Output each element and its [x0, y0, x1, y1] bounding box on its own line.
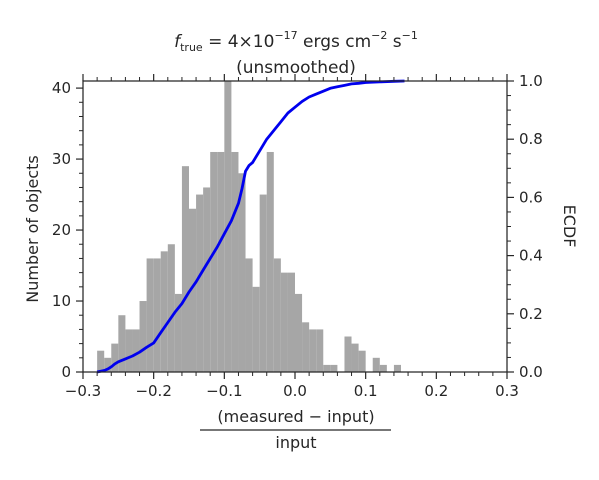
- histogram-bar: [104, 357, 112, 372]
- histogram-bar: [231, 151, 239, 372]
- histogram-bar: [97, 350, 105, 372]
- y-tick-label-left: 10: [52, 292, 71, 310]
- histogram-bar: [132, 329, 140, 372]
- histogram-bar: [344, 336, 352, 372]
- histogram-bar: [111, 343, 119, 372]
- x-tick-label: −0.1: [206, 382, 242, 400]
- y-tick-label-right: 0.4: [519, 247, 543, 265]
- y-tick-label-right: 0.0: [519, 363, 543, 381]
- y-tick-label-left: 30: [52, 150, 71, 168]
- histogram-bar: [266, 151, 274, 372]
- histogram-bar: [323, 364, 331, 372]
- histogram-bar: [393, 364, 401, 372]
- ecdf-line: [96, 79, 405, 374]
- y-tick-label-left: 40: [52, 79, 71, 97]
- histogram-bar: [379, 364, 387, 372]
- chart-subtitle: (unsmoothed): [236, 58, 356, 78]
- chart-title: ftrue = 4×10−17 ergs cm−2 s−1: [174, 29, 418, 54]
- histogram-bar: [217, 151, 225, 372]
- histogram-bar: [203, 187, 211, 372]
- histogram-bar: [259, 194, 267, 372]
- histogram-bar: [295, 293, 303, 372]
- y-tick-label-left: 0: [61, 363, 71, 381]
- x-axis-label-denominator: input: [275, 433, 316, 452]
- histogram-bar: [358, 350, 366, 372]
- histogram-bar: [210, 151, 218, 372]
- histogram-bar: [160, 251, 168, 372]
- histogram-bar: [280, 272, 288, 372]
- histogram-bar: [273, 258, 281, 372]
- y-axis-label-left: Number of objects: [23, 155, 42, 303]
- x-tick-label: −0.2: [135, 382, 171, 400]
- histogram-bar: [196, 194, 204, 372]
- y-tick-label-right: 0.2: [519, 305, 543, 323]
- x-tick-label: −0.3: [65, 382, 101, 400]
- histogram-bar: [287, 272, 295, 372]
- x-tick-label: 0.1: [354, 382, 378, 400]
- ecdf-curve-group: [96, 79, 405, 374]
- histogram-bars: [97, 81, 401, 372]
- histogram-bar: [252, 286, 260, 372]
- histogram-bar: [189, 208, 197, 372]
- y-tick-label-right: 0.8: [519, 130, 543, 148]
- histogram-bar: [174, 293, 182, 372]
- histogram-bar: [351, 343, 359, 372]
- histogram-bar: [125, 329, 133, 372]
- y-axis-label-right: ECDF: [560, 205, 579, 248]
- histogram-bar: [330, 364, 338, 372]
- axes: −0.3 −0.2 −0.1 0.0 0.1 0.2 0.3 0 10 20 30 40 0.0 0.2 0…: [52, 72, 543, 400]
- histogram-bar: [167, 244, 175, 372]
- x-tick-label: 0.0: [283, 382, 307, 400]
- histogram-bar: [238, 173, 246, 372]
- histogram-bar: [372, 357, 380, 372]
- y-tick-label-right: 1.0: [519, 72, 543, 90]
- histogram-bar: [139, 301, 147, 372]
- histogram-bar: [309, 329, 317, 372]
- histogram-bar: [146, 258, 154, 372]
- histogram-bar: [118, 315, 126, 372]
- x-tick-label: 0.2: [424, 382, 448, 400]
- histogram-bar: [181, 166, 189, 372]
- histogram-bar: [316, 329, 324, 372]
- y-tick-label-left: 20: [52, 221, 71, 239]
- histogram-bar: [245, 258, 253, 372]
- x-axis-label-numerator: (measured − input): [217, 407, 374, 426]
- histogram-bar: [153, 258, 161, 372]
- y-tick-label-right: 0.6: [519, 188, 543, 206]
- x-tick-label: 0.3: [495, 382, 519, 400]
- histogram-bar: [302, 322, 310, 372]
